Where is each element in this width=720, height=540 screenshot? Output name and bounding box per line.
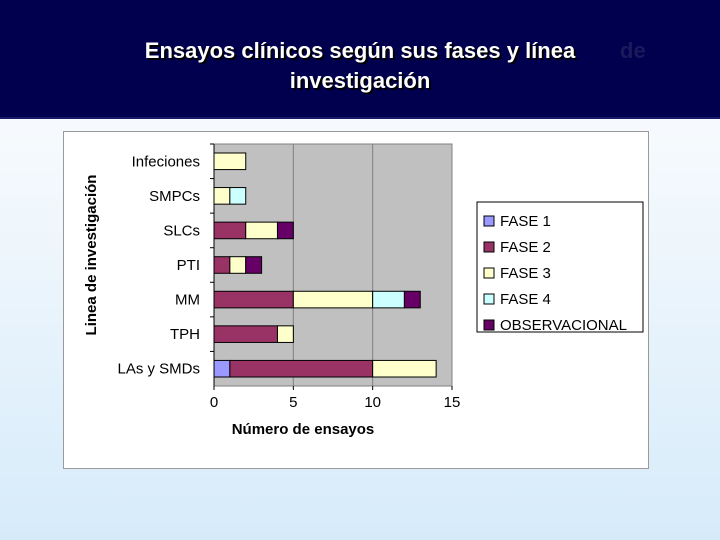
legend-swatch <box>483 267 495 279</box>
bar-fase-3 <box>372 359 437 378</box>
legend-swatch <box>483 241 495 253</box>
bar-fase-2 <box>229 359 374 378</box>
category-label: TPH <box>170 326 200 343</box>
category-label: SMPCs <box>149 188 200 205</box>
category-label: MM <box>175 292 200 309</box>
bar-fase-2 <box>213 256 231 274</box>
category-label: Infeciones <box>132 153 200 170</box>
legend-label: OBSERVACIONAL <box>500 317 627 334</box>
x-tick-label: 15 <box>444 394 461 411</box>
title-bar: Ensayos clínicos según sus fases y línea… <box>0 0 720 119</box>
slide-title: Ensayos clínicos según sus fases y línea… <box>144 38 576 93</box>
category-label: LAs y SMDs <box>117 361 200 378</box>
x-axis-title: Número de ensayos <box>232 421 375 438</box>
category-label: PTI <box>177 257 200 274</box>
bar-fase-3 <box>292 290 374 309</box>
stacked-bar-chart: 0 5 10 15 Infeciones SMPCs SLCs PTI MM TPH LAs y S… <box>83 143 644 438</box>
legend-swatch <box>483 293 495 305</box>
bar-fase-3 <box>276 325 294 343</box>
bar-fase-3 <box>213 187 231 205</box>
bar-fase-2 <box>213 325 278 343</box>
legend-swatch <box>483 215 495 227</box>
legend-box <box>476 201 644 333</box>
bar-fase-1 <box>213 359 231 378</box>
bar-fase-3 <box>245 221 278 240</box>
bar-fase-2 <box>213 221 247 240</box>
legend-label: FASE 4 <box>500 291 551 308</box>
bar-fase-3 <box>229 256 247 274</box>
legend-label: FASE 3 <box>500 265 551 282</box>
bar-observacional <box>245 256 263 274</box>
bar-fase-4 <box>229 187 247 205</box>
bar-observacional <box>403 290 421 309</box>
x-tick-label: 0 <box>210 394 218 411</box>
legend-swatch <box>483 319 495 331</box>
bar-fase-2 <box>213 290 294 309</box>
slide-title-ghost: de <box>620 38 646 63</box>
bar-observacional <box>276 221 294 240</box>
bar-fase-3 <box>213 152 247 171</box>
chart-frame: 0 5 10 15 Infeciones SMPCs SLCs PTI MM TPH LAs y S… <box>63 131 649 469</box>
legend-label: FASE 2 <box>500 239 551 256</box>
category-label: SLCs <box>163 222 200 239</box>
legend-label: FASE 1 <box>500 213 551 230</box>
x-tick-label: 10 <box>364 394 381 411</box>
bar-fase-4 <box>372 290 405 309</box>
y-axis-title: Linea de investigación <box>83 175 100 336</box>
x-tick-label: 5 <box>289 394 297 411</box>
